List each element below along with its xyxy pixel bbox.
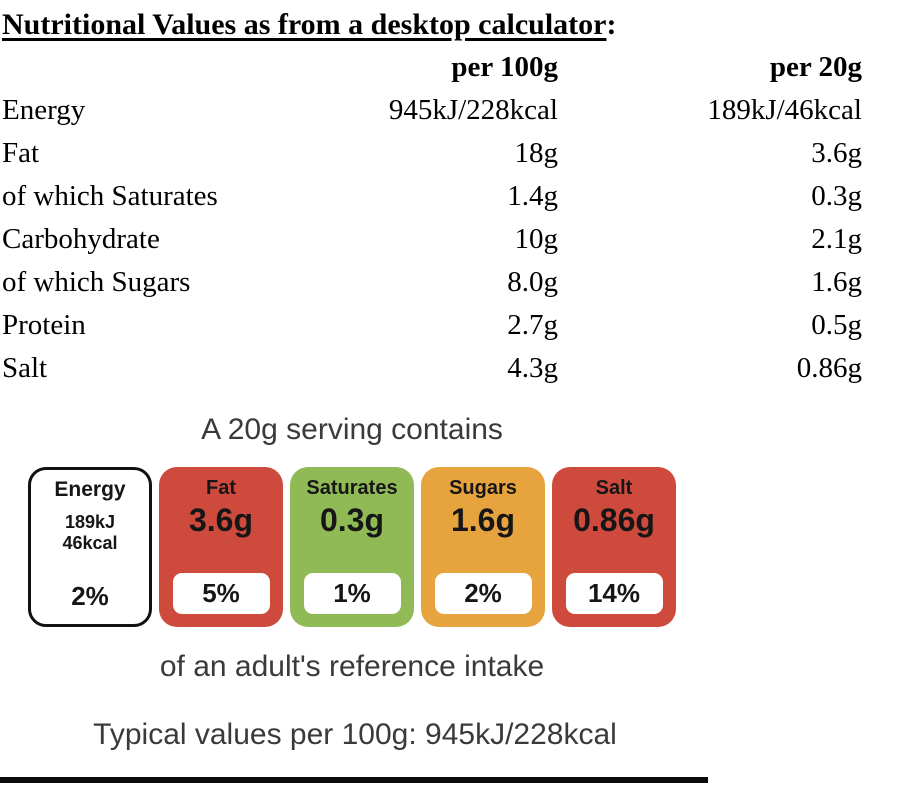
title-colon: : (606, 8, 617, 41)
row-per100g: 945kJ/228kcal (388, 94, 558, 126)
row-label: of which Sugars (2, 266, 191, 298)
table-header-row: per 100g per 20g (2, 46, 862, 89)
fat-value: 3.6g (188, 502, 254, 538)
table-row: of which Saturates 1.4g 0.3g (2, 175, 862, 218)
salt-panel: Salt 0.86g 14% (552, 467, 676, 627)
panel-name: Saturates (306, 477, 398, 499)
row-label: Protein (2, 309, 86, 341)
row-per100g: 1.4g (507, 180, 558, 212)
row-label: Fat (2, 137, 40, 169)
nutrition-document: Nutritional Values as from a desktop cal… (0, 6, 898, 812)
energy-kj-value: 189kJ (64, 512, 116, 532)
row-per100g: 8.0g (507, 266, 558, 298)
salt-value: 0.86g (573, 502, 655, 538)
nutrition-table: per 100g per 20g Energy 945kJ/228kcal 18… (2, 46, 862, 390)
fat-percent-box: 5% (172, 573, 270, 614)
sugars-panel: Sugars 1.6g 2% (421, 467, 545, 627)
header-per-20g: per 20g (769, 51, 862, 83)
serving-heading: A 20g serving contains (201, 413, 503, 446)
fat-percent: 5% (202, 578, 240, 608)
energy-panel: Energy 189kJ 46kcal 2% (28, 467, 152, 627)
row-per20g: 2.1g (811, 223, 862, 255)
row-label: of which Saturates (2, 180, 218, 212)
row-per100g: 18g (514, 137, 559, 169)
sugars-value: 1.6g (450, 502, 516, 538)
panel-name: Salt (595, 477, 633, 499)
table-row: Protein 2.7g 0.5g (2, 304, 862, 347)
row-per20g: 0.5g (811, 309, 862, 341)
traffic-light-panels: Energy 189kJ 46kcal 2% Fat 3.6g 5% Satur… (28, 467, 676, 627)
saturates-value: 0.3g (319, 502, 385, 538)
saturates-percent: 1% (333, 578, 371, 608)
horizontal-rule (0, 777, 708, 783)
panel-name: Energy (54, 478, 126, 501)
panel-name: Fat (206, 477, 236, 499)
row-label: Energy (2, 94, 86, 126)
header-per-100g: per 100g (451, 51, 558, 83)
table-row: Salt 4.3g 0.86g (2, 347, 862, 390)
document-title: Nutritional Values as from a desktop cal… (2, 6, 898, 44)
title-text: Nutritional Values as from a desktop cal… (2, 8, 607, 41)
saturates-panel: Saturates 0.3g 1% (290, 467, 414, 627)
traffic-light-label: A 20g serving contains Energy 189kJ 46kc… (28, 408, 676, 687)
table-row: of which Sugars 8.0g 1.6g (2, 261, 862, 304)
salt-percent: 14% (587, 578, 641, 608)
row-label: Salt (2, 352, 48, 384)
row-per20g: 189kJ/46kcal (707, 94, 862, 126)
saturates-percent-box: 1% (303, 573, 401, 614)
typical-values-text: Typical values per 100g: 945kJ/228kcal (93, 718, 617, 751)
fat-panel: Fat 3.6g 5% (159, 467, 283, 627)
row-per20g: 3.6g (811, 137, 862, 169)
panel-name: Sugars (449, 477, 517, 499)
row-label: Carbohydrate (2, 223, 160, 255)
energy-kcal-value: 46kcal (62, 533, 118, 553)
table-row: Energy 945kJ/228kcal 189kJ/46kcal (2, 89, 862, 132)
row-per20g: 0.3g (811, 180, 862, 212)
sugars-percent: 2% (464, 578, 502, 608)
row-per20g: 0.86g (796, 352, 862, 384)
row-per100g: 4.3g (507, 352, 558, 384)
row-per100g: 10g (514, 223, 559, 255)
typical-values-line: Typical values per 100g: 945kJ/228kcal (0, 715, 710, 755)
energy-percent: 2% (71, 581, 109, 611)
header-blank (2, 46, 302, 89)
salt-percent-box: 14% (565, 573, 663, 614)
table-row: Fat 18g 3.6g (2, 132, 862, 175)
reference-intake-footer: of an adult's reference intake (159, 650, 545, 683)
row-per20g: 1.6g (811, 266, 862, 298)
table-row: Carbohydrate 10g 2.1g (2, 218, 862, 261)
sugars-percent-box: 2% (434, 573, 532, 614)
row-per100g: 2.7g (507, 309, 558, 341)
